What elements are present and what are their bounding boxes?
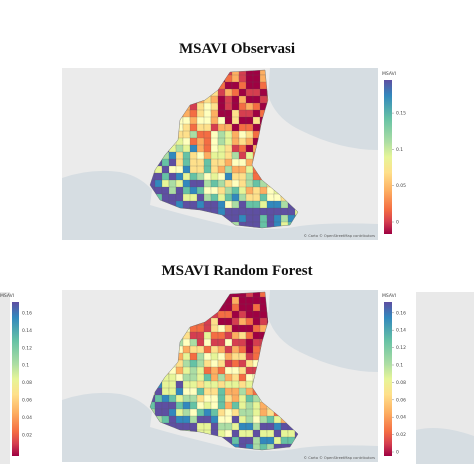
district [189,144,198,153]
map-title: MSAVI Observasi [179,41,295,57]
side-colorbar [12,302,19,456]
basemap-water [62,392,378,462]
side-colorbar-ticks: 0.16 0.14 0.12 0.1 0.08 0.06 0.04 0.02 [22,311,32,439]
district [175,415,184,424]
district [182,345,191,354]
colorbar-title: MSAVI [382,293,396,299]
colorbar-tick-label: 0.15 [396,111,406,117]
district [196,158,205,168]
colorbar-tick-label: 0.16 [22,311,32,317]
district [196,137,206,146]
district [203,109,212,118]
colorbar-tick-label: 0.14 [22,328,32,334]
district [238,123,247,133]
district [196,200,205,209]
colorbar-tick-label: 0.1 [22,363,29,369]
colorbar-tick-label: 0.1 [396,147,403,153]
district [259,214,268,223]
colorbar-tick-label: 0.05 [396,183,406,189]
colorbar-tick-label: 0.04 [22,415,32,421]
colorbar [384,80,392,234]
colorbar [384,302,392,456]
colorbar-tick-label: 0.02 [396,432,406,438]
district [294,207,298,220]
colorbar-tick-label: 0.06 [396,397,406,403]
district [266,429,275,438]
colorbar-tick-label: 0.1 [396,363,403,369]
district [217,380,227,389]
district [224,387,233,396]
map-panel: MSAVI Observasi © Carto © OpenStreetMap c… [62,41,406,240]
district [217,394,226,403]
colorbar-tick-label: 0.14 [396,328,406,334]
district [231,81,240,91]
side-map-water [416,428,474,464]
basemap-water [62,170,378,240]
colorbar-tick-label: 0 [396,450,399,456]
colorbar-tick-label: 0.04 [396,415,406,421]
district [231,394,240,404]
side-colorbar-title: MSAVI [0,293,14,299]
region-outline [149,69,299,229]
colorbar-tick-label: 0.16 [396,310,406,316]
side-map-left [0,292,10,464]
attribution: © Carto © OpenStreetMap contributors [303,234,375,238]
map-title: MSAVI Random Forest [161,263,312,279]
colorbar-tick-label: 0.12 [22,345,32,351]
map-panel: MSAVI Random Forest © Carto © OpenStreetM… [62,263,406,462]
colorbar-tick-label: 0.06 [22,398,32,404]
colorbar-tick-label: 0.02 [22,432,32,438]
maps: MSAVI Observasi © Carto © OpenStreetMap c… [62,41,406,462]
colorbar-title: MSAVI [382,71,396,77]
colorbar-tick-label: 0.12 [396,345,406,351]
district [231,331,241,340]
colorbar-tick-label: 0.08 [396,380,406,386]
district [203,172,212,182]
colorbar-tick-label: 0.08 [22,380,32,386]
district [238,165,248,174]
colorbar-tick-label: 0 [396,220,399,226]
basemap-water [268,290,378,372]
district [266,415,275,424]
region-outline [149,291,299,451]
basemap-water [268,68,378,150]
attribution: © Carto © OpenStreetMap contributors [303,456,375,460]
